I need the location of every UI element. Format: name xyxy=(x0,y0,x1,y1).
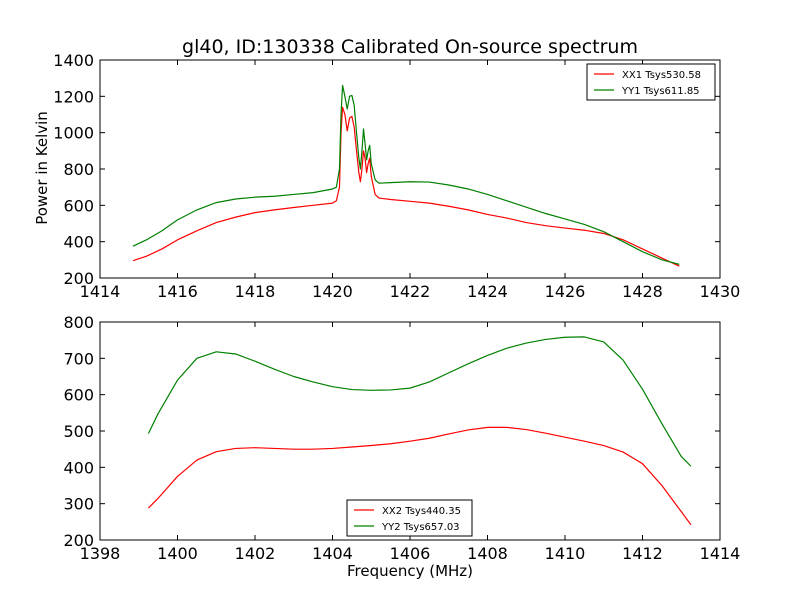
top-y-tick-label: 400 xyxy=(63,233,94,252)
top-y-tick-label: 800 xyxy=(63,160,94,179)
top-x-tick-label: 1414 xyxy=(80,282,121,301)
bottom-x-tick-label: 1410 xyxy=(545,544,586,563)
bottom-y-tick-label: 300 xyxy=(63,495,94,514)
bottom-x-tick-label: 1400 xyxy=(157,544,198,563)
chart-title: gl40, ID:130338 Calibrated On-source spe… xyxy=(182,36,638,58)
bottom-x-tick-label: 1412 xyxy=(622,544,663,563)
bottom-series-line-2 xyxy=(147,336,692,467)
bottom-series-line-1 xyxy=(148,426,692,526)
top-y-tick-label: 1200 xyxy=(53,87,94,106)
top-legend-box xyxy=(586,63,716,101)
bottom-y-tick-label: 200 xyxy=(63,531,94,550)
bottom-y-tick-label: 700 xyxy=(63,349,94,368)
top-legend: XX1 Tsys530.58 YY1 Tsys611.85 xyxy=(586,63,716,101)
top-y-tick-label: 200 xyxy=(63,269,94,288)
bottom-x-tick-label: 1406 xyxy=(390,544,431,563)
top-x-tick-label: 1422 xyxy=(390,282,431,301)
top-x-tick-label: 1430 xyxy=(700,282,741,301)
bottom-panel: 1398 1400 1402 1404 1406 1408 1410 1412 1414 200 3… xyxy=(63,313,740,563)
bottom-y-tick-label: 400 xyxy=(63,458,94,477)
top-y-tick-label: 600 xyxy=(63,196,94,215)
bottom-legend-label-1: XX2 Tsys440.35 xyxy=(382,506,461,517)
bottom-x-tick-label: 1404 xyxy=(312,544,353,563)
top-x-tick-label: 1426 xyxy=(545,282,586,301)
bottom-legend-label-2: YY2 Tsys657.03 xyxy=(381,522,460,533)
top-x-tick-label: 1428 xyxy=(622,282,663,301)
top-x-tick-label: 1416 xyxy=(157,282,198,301)
bottom-x-tick-label: 1414 xyxy=(700,544,741,563)
bottom-x-axis-title: Frequency (MHz) xyxy=(347,562,473,580)
bottom-legend-box xyxy=(346,499,473,537)
top-legend-label-2: YY1 Tsys611.85 xyxy=(621,86,700,97)
bottom-x-tick-label: 1402 xyxy=(235,544,276,563)
top-y-tick-label: 1000 xyxy=(53,124,94,143)
bottom-x-tick-label: 1398 xyxy=(80,544,121,563)
top-series-line-1 xyxy=(132,106,680,267)
bottom-y-tick-label: 600 xyxy=(63,386,94,405)
top-panel: 1414 1416 1418 1420 1422 1424 1426 1428 1430 200 4… xyxy=(53,51,740,301)
top-x-tick-label: 1424 xyxy=(467,282,508,301)
top-legend-label-1: XX1 Tsys530.58 xyxy=(622,70,701,81)
bottom-y-tick-label: 800 xyxy=(63,313,94,332)
bottom-y-tick-label: 500 xyxy=(63,422,94,441)
bottom-legend: XX2 Tsys440.35 YY2 Tsys657.03 xyxy=(346,499,473,537)
top-y-axis-title: Power in Kelvin xyxy=(33,111,51,225)
top-y-tick-label: 1400 xyxy=(53,51,94,70)
top-x-tick-label: 1418 xyxy=(235,282,276,301)
top-x-tick-label: 1420 xyxy=(312,282,353,301)
bottom-x-tick-label: 1408 xyxy=(467,544,508,563)
top-series-line-2 xyxy=(132,84,680,265)
